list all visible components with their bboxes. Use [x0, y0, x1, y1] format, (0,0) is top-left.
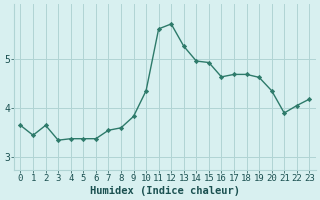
X-axis label: Humidex (Indice chaleur): Humidex (Indice chaleur)	[90, 186, 240, 196]
